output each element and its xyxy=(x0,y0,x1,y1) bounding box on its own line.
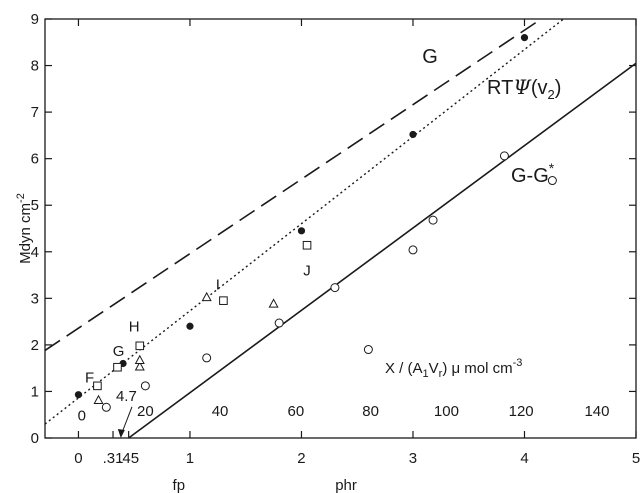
point-label: 4.7 xyxy=(116,388,137,405)
open-circle-point xyxy=(140,381,150,391)
data-markers xyxy=(74,34,557,412)
x-tick-label: 1 xyxy=(186,450,194,467)
annotation-arrowhead xyxy=(117,429,125,438)
open-circle-point xyxy=(408,245,418,255)
filled-circle-point xyxy=(520,34,529,42)
x-tick-label: 4 xyxy=(520,450,528,467)
open-triangle-point xyxy=(134,361,145,371)
filled-circle-point xyxy=(297,227,306,235)
y-tick-label: 1 xyxy=(31,383,39,400)
open-circle-point xyxy=(547,176,557,186)
point-label: G xyxy=(113,343,125,360)
series-label-rtpsi: RTΨ(v2) xyxy=(487,75,561,102)
point-label: 0 xyxy=(78,408,86,425)
filled-circle-point xyxy=(74,391,83,399)
chart-labels: 0 1 2 3 4 5 6 7 8 9 0 .31.45 1 2 3 4 5 20 40 60 80 100 120 140 X… xyxy=(15,11,640,493)
plot-frame xyxy=(44,18,637,439)
point-label: J xyxy=(303,262,311,279)
secondary-axis-label: X / (A1Vr) μ mol cm-3 xyxy=(385,357,522,380)
secondary-tick-label: 120 xyxy=(509,403,534,420)
open-square-point xyxy=(93,381,102,391)
open-circle-point xyxy=(274,318,284,328)
point-label: F xyxy=(85,369,94,386)
plot-border xyxy=(44,18,637,439)
y-tick-label: 0 xyxy=(31,430,39,447)
secondary-tick-label: 60 xyxy=(288,403,305,420)
x-tick-label: 3 xyxy=(409,450,417,467)
y-axis-title: Mdyn cm-2 xyxy=(15,193,34,264)
x-tick-label: .31 xyxy=(103,450,124,467)
open-triangle-point xyxy=(93,394,104,404)
open-square-point xyxy=(302,240,312,250)
open-circle-point xyxy=(499,151,509,161)
secondary-tick-label: 40 xyxy=(212,403,229,420)
y-tick-label: 6 xyxy=(31,151,39,168)
x-tick-label: 5 xyxy=(632,450,640,467)
secondary-tick-label: 20 xyxy=(137,403,154,420)
y-tick-label: 7 xyxy=(31,104,39,121)
open-triangle-point xyxy=(201,291,212,302)
open-square-point xyxy=(219,296,228,305)
x-tick-label: 2 xyxy=(297,450,305,467)
open-square-point xyxy=(113,362,122,372)
x-tick-label: .45 xyxy=(118,450,139,467)
secondary-tick-label: 80 xyxy=(362,403,379,420)
open-square-point xyxy=(135,341,145,351)
filled-circle-point xyxy=(409,130,417,139)
y-tick-label: 9 xyxy=(31,11,39,28)
phr-label: phr xyxy=(335,477,357,493)
series-line-3 xyxy=(128,62,637,439)
y-tick-label: 2 xyxy=(31,337,39,354)
y-tick-label: 8 xyxy=(31,58,39,75)
filled-circle-point xyxy=(186,322,194,330)
y-tick-label: 3 xyxy=(31,290,39,307)
open-circle-point xyxy=(202,353,212,363)
open-triangle-point xyxy=(134,354,145,364)
series-label-g: G xyxy=(422,46,438,68)
point-label: H xyxy=(129,318,140,335)
point-label: I xyxy=(216,276,220,293)
open-circle-point xyxy=(428,215,438,225)
open-circle-point xyxy=(330,283,340,293)
secondary-tick-label: 100 xyxy=(434,403,459,420)
y-tick-label: 4 xyxy=(31,244,39,261)
series-label-gg: G-G* xyxy=(511,160,555,187)
axis-ticks xyxy=(45,18,637,439)
secondary-tick-label: 140 xyxy=(584,403,609,420)
series-line-1 xyxy=(44,18,542,352)
open-triangle-point xyxy=(268,298,279,308)
x-tick-label: 0 xyxy=(74,450,82,467)
open-circle-point xyxy=(101,402,111,412)
y-tick-label: 5 xyxy=(31,197,39,214)
fp-label: fp xyxy=(173,477,186,493)
series-lines xyxy=(44,18,637,439)
open-circle-point xyxy=(363,345,373,355)
